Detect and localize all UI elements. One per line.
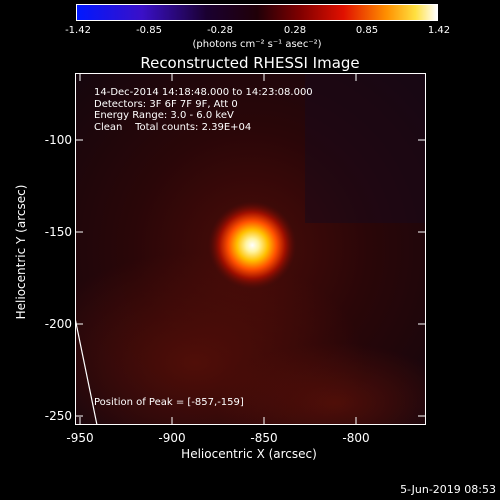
diffuse-emission: [215, 343, 426, 425]
y-axis-ticks: [75, 139, 426, 417]
annotation-detectors: Detectors: 3F 6F 7F 9F, Att 0: [94, 98, 238, 110]
image-annotations: 14-Dec-2014 14:18:48.000 to 14:23:08.000…: [94, 87, 313, 133]
annotation-clean-counts: Clean Total counts: 2.39E+04: [94, 121, 252, 133]
colorbar: [76, 4, 438, 21]
x-axis-label: Heliocentric X (arcsec): [181, 447, 317, 461]
colorbar-tick-label: 1.42: [427, 25, 451, 36]
x-tick-label: -850: [250, 431, 278, 445]
dark-region: [305, 73, 426, 223]
rhessi-image: [75, 73, 426, 425]
colorbar-tick-label: -0.85: [136, 25, 162, 36]
x-ray-source: [208, 201, 297, 290]
x-tick-label: -900: [158, 431, 186, 445]
peak-position-label: Position of Peak = [-857,-159]: [94, 397, 244, 408]
colorbar-tick-label: -1.42: [65, 25, 91, 36]
y-tick-label: -150: [44, 225, 72, 239]
plot-frame: [75, 73, 426, 425]
y-tick-label: -100: [44, 133, 72, 147]
colorbar-units: (photons cm⁻² s⁻¹ asec⁻²): [192, 39, 322, 50]
colorbar-tick-label: -0.28: [207, 25, 233, 36]
x-tick-label: -950: [66, 431, 94, 445]
x-tick-label: -800: [342, 431, 370, 445]
y-axis-label: Heliocentric Y (arcsec): [14, 184, 28, 320]
colorbar-tick-label: 0.85: [355, 25, 379, 36]
limb-line: [75, 317, 98, 425]
annotation-energy-range: Energy Range: 3.0 - 6.0 keV: [94, 110, 234, 121]
x-axis-ticks: [79, 73, 357, 425]
colorbar-tick-label: 0.28: [283, 25, 307, 36]
generation-date: 5-Jun-2019 08:53: [400, 483, 496, 496]
image-title: Reconstructed RHESSI Image: [140, 54, 360, 72]
y-tick-label: -250: [44, 409, 72, 423]
annotation-time-range: 14-Dec-2014 14:18:48.000 to 14:23:08.000: [94, 87, 313, 98]
y-tick-label: -200: [44, 317, 72, 331]
